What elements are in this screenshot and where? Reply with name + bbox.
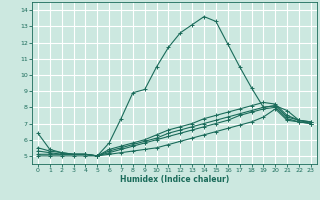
X-axis label: Humidex (Indice chaleur): Humidex (Indice chaleur) bbox=[120, 175, 229, 184]
